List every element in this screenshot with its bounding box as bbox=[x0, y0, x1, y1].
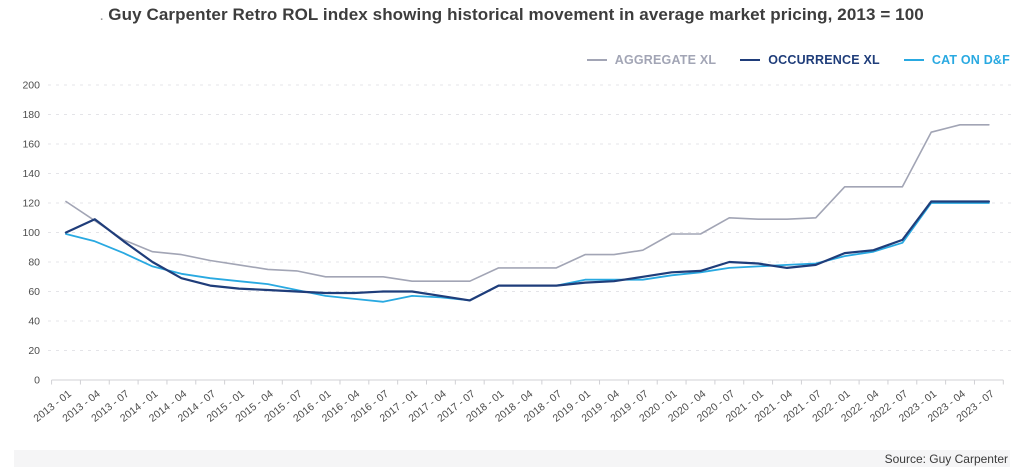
y-tick-label: 20 bbox=[28, 345, 40, 357]
legend-dash-icon bbox=[586, 59, 607, 61]
y-tick-label: 60 bbox=[28, 286, 40, 298]
y-tick-label: 100 bbox=[22, 227, 40, 239]
y-tick-label: 120 bbox=[22, 198, 40, 210]
y-tick-label: 140 bbox=[22, 168, 40, 180]
y-tick-label: 180 bbox=[22, 109, 40, 121]
y-tick-label: 160 bbox=[22, 139, 40, 151]
source-label: Source: Guy Carpenter bbox=[884, 451, 1008, 466]
legend: AGGREGATE XL OCCURRENCE XL CAT ON D&F bbox=[586, 53, 1010, 67]
series-line-occurrence-xl bbox=[64, 200, 991, 302]
y-tick-label: 0 bbox=[34, 375, 40, 387]
source-bar: Source: Guy Carpenter bbox=[14, 450, 1010, 467]
series-line-aggregate-xl bbox=[65, 124, 990, 283]
chart-title-text: Guy Carpenter Retro ROL index showing hi… bbox=[108, 5, 924, 24]
title-footnote-dot: . bbox=[100, 11, 104, 23]
y-tick-label: 200 bbox=[22, 80, 40, 92]
legend-label: OCCURRENCE XL bbox=[768, 53, 880, 67]
legend-label: CAT ON D&F bbox=[931, 53, 1010, 67]
legend-dash-icon bbox=[740, 59, 761, 61]
chart-title: . Guy Carpenter Retro ROL index showing h… bbox=[0, 5, 1024, 25]
legend-item-cat-on-d-f: CAT ON D&F bbox=[903, 53, 1010, 67]
y-tick-label: 40 bbox=[28, 316, 40, 328]
legend-item-aggregate-xl: AGGREGATE XL bbox=[586, 53, 717, 67]
y-tick-label: 80 bbox=[28, 257, 40, 269]
legend-label: AGGREGATE XL bbox=[614, 53, 717, 67]
legend-item-occurrence-xl: OCCURRENCE XL bbox=[740, 53, 880, 67]
legend-dash-icon bbox=[903, 59, 924, 61]
